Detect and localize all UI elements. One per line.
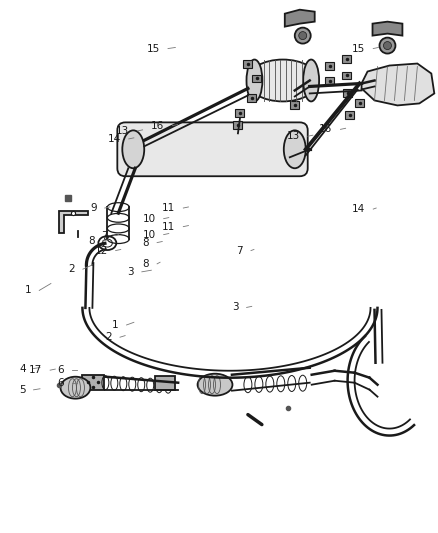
Text: 15: 15	[147, 44, 160, 53]
Bar	[342, 71, 351, 79]
Text: 13: 13	[116, 126, 130, 136]
Bar	[290, 101, 299, 109]
Text: 2: 2	[68, 264, 75, 274]
Text: 16: 16	[151, 120, 164, 131]
Text: 16: 16	[319, 124, 332, 134]
Ellipse shape	[284, 131, 306, 168]
Bar	[355, 100, 364, 108]
Text: 3: 3	[232, 302, 239, 312]
Text: 8: 8	[142, 238, 149, 247]
Text: 6: 6	[57, 365, 64, 375]
Polygon shape	[59, 211, 88, 233]
Circle shape	[379, 38, 396, 53]
Text: 11: 11	[162, 222, 175, 232]
Bar	[236, 109, 244, 117]
Polygon shape	[361, 63, 434, 106]
Ellipse shape	[122, 131, 144, 168]
Text: 7: 7	[101, 231, 108, 241]
Bar	[233, 122, 242, 130]
Bar	[343, 90, 352, 98]
Text: 15: 15	[352, 44, 365, 53]
Ellipse shape	[60, 377, 90, 399]
Bar	[325, 77, 334, 85]
Text: 7: 7	[237, 246, 243, 255]
Text: 1: 1	[112, 320, 119, 330]
Bar	[252, 75, 261, 83]
Text: 17: 17	[29, 365, 42, 375]
Bar	[82, 375, 104, 390]
Bar	[342, 54, 351, 62]
Text: 3: 3	[127, 267, 134, 277]
Ellipse shape	[247, 60, 262, 101]
Bar	[247, 94, 256, 102]
FancyBboxPatch shape	[117, 123, 308, 176]
Bar	[244, 60, 252, 68]
Text: 9: 9	[90, 203, 97, 213]
Text: 5: 5	[19, 385, 25, 395]
Circle shape	[295, 28, 311, 44]
Text: 10: 10	[142, 214, 155, 224]
Text: 2: 2	[106, 332, 112, 342]
Ellipse shape	[198, 374, 233, 395]
Text: 14: 14	[352, 204, 365, 214]
Ellipse shape	[303, 60, 319, 101]
Circle shape	[299, 31, 307, 39]
Polygon shape	[285, 10, 314, 27]
Bar	[345, 111, 354, 119]
Text: 6: 6	[57, 378, 64, 389]
Circle shape	[384, 42, 392, 50]
Text: 12: 12	[95, 246, 108, 255]
Text: 4: 4	[19, 364, 25, 374]
Bar	[325, 61, 334, 69]
Text: 8: 8	[88, 236, 95, 246]
Text: 8: 8	[142, 259, 149, 269]
Text: 14: 14	[107, 134, 121, 144]
Polygon shape	[372, 22, 403, 36]
Text: 10: 10	[142, 230, 155, 240]
Text: 11: 11	[162, 203, 175, 213]
Ellipse shape	[247, 60, 319, 101]
Text: 1: 1	[25, 286, 31, 295]
Text: 13: 13	[286, 131, 300, 141]
Bar	[155, 376, 175, 390]
